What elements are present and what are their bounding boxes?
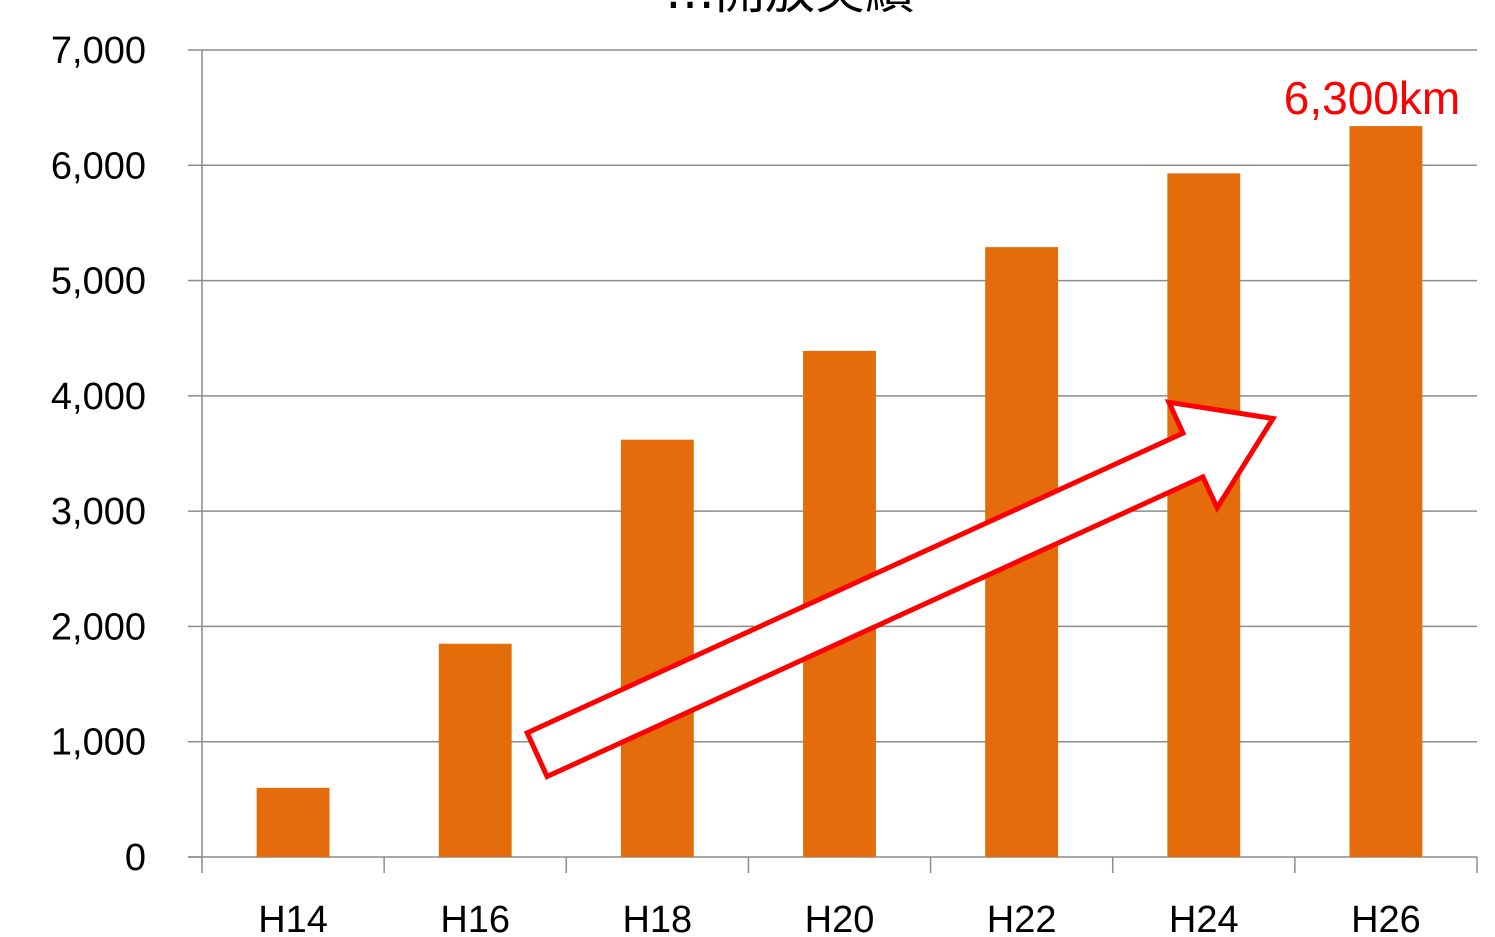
value-annotation: 6,300km	[1284, 72, 1460, 124]
bar-H24	[1167, 173, 1241, 857]
bar-H26	[1349, 126, 1423, 858]
bar-H14	[256, 787, 330, 857]
x-tick-label: H16	[440, 899, 510, 937]
y-tick-label: 5,000	[51, 261, 146, 303]
trend-arrow-shape	[523, 399, 1278, 780]
y-tick-label: 6,000	[51, 145, 146, 187]
x-tick-label: H14	[258, 899, 328, 937]
y-tick-label: 1,000	[51, 722, 146, 764]
bar-series	[256, 126, 1423, 858]
x-tick-label: H26	[1351, 899, 1421, 937]
x-tick-label: H18	[622, 899, 692, 937]
trend-arrow	[523, 399, 1278, 780]
x-tick-label: H24	[1169, 899, 1239, 937]
y-tick-label: 3,000	[51, 491, 146, 533]
x-tick-label: H20	[805, 899, 875, 937]
x-tick-label: H22	[987, 899, 1057, 937]
bar-H16	[438, 643, 512, 857]
x-axis: H14 H16 H18 H20 H22 H24 H26	[188, 856, 1478, 937]
y-axis: 0 1,000 2,000 3,000 4,000 5,000 6,000 7,000	[51, 30, 203, 879]
y-tick-label: 4,000	[51, 376, 146, 418]
y-tick-label: 2,000	[51, 606, 146, 648]
y-tick-label: 0	[125, 837, 146, 879]
y-tick-label: 7,000	[51, 30, 146, 72]
bar-H18	[620, 439, 694, 857]
chart-title: …開放実績	[665, 0, 915, 20]
